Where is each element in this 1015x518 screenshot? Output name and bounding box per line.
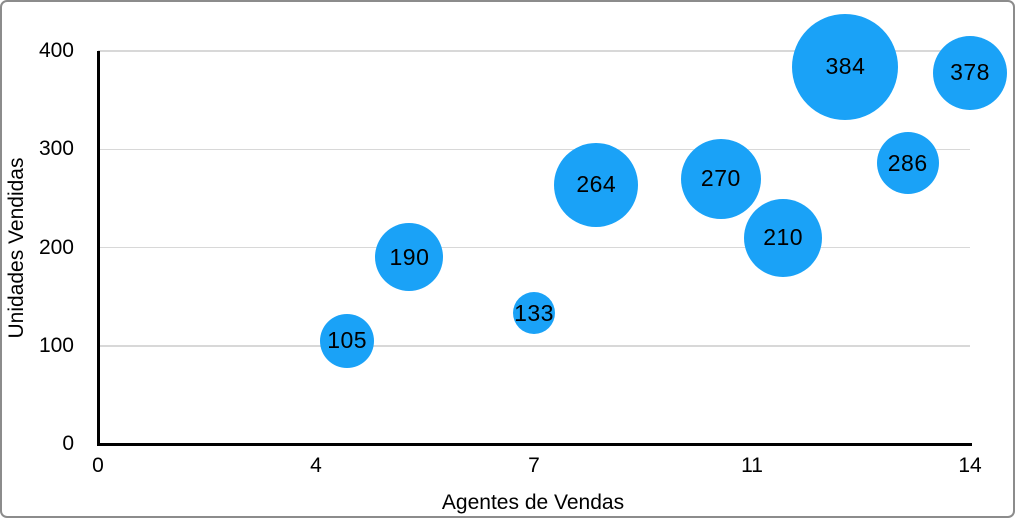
x-tick-label: 4 — [310, 454, 322, 477]
bubble-label: 264 — [576, 171, 617, 198]
bubble[interactable]: 105 — [320, 313, 375, 368]
y-tick-label: 0 — [62, 432, 74, 455]
bubble-label: 378 — [950, 59, 990, 86]
bubble-label: 270 — [700, 165, 741, 192]
bubble-label: 105 — [327, 327, 368, 354]
x-tick-label: 14 — [958, 454, 982, 477]
bubble-label: 133 — [514, 299, 554, 326]
gridline — [98, 50, 970, 52]
x-tick-label: 11 — [741, 454, 763, 477]
bubble-label: 286 — [887, 149, 928, 176]
bubble[interactable]: 384 — [792, 13, 899, 120]
x-tick-label: 0 — [92, 454, 104, 477]
y-tick-label: 400 — [38, 39, 74, 62]
bubble[interactable]: 210 — [744, 198, 823, 277]
y-axis-line — [96, 51, 100, 446]
gridline — [98, 148, 970, 150]
bubble[interactable]: 190 — [375, 223, 444, 292]
bubble[interactable]: 286 — [876, 132, 939, 194]
gridline — [98, 345, 970, 347]
bubble-label: 210 — [763, 224, 804, 251]
y-tick-label: 100 — [38, 333, 74, 357]
bubble-label: 384 — [825, 53, 866, 80]
y-tick-label: 200 — [38, 235, 74, 259]
bubble[interactable]: 264 — [554, 142, 639, 227]
gridline — [98, 246, 970, 249]
x-axis-title: Agentes de Vendas — [441, 491, 625, 514]
bubble-label: 190 — [389, 243, 430, 270]
x-tick-label: 7 — [528, 454, 540, 477]
bubble[interactable]: 378 — [933, 35, 1007, 110]
bubble[interactable]: 270 — [680, 138, 761, 219]
x-axis-line — [96, 442, 972, 446]
y-tick-label: 300 — [38, 137, 74, 161]
bubble[interactable]: 133 — [513, 292, 555, 335]
